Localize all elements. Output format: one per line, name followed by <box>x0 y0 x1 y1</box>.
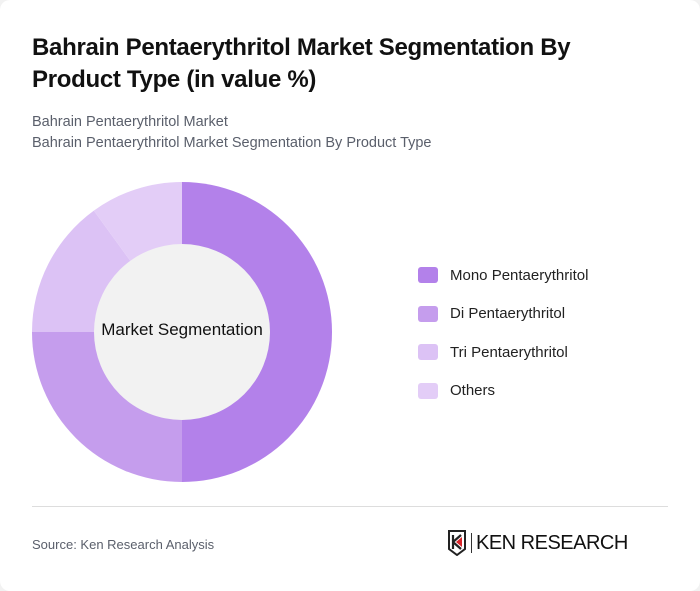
subtitle-segmentation: Bahrain Pentaerythritol Market Segmentat… <box>32 135 432 151</box>
logo-text: KEN RESEARCH <box>476 531 628 554</box>
legend-item-tri[interactable]: Tri Pentaerythritol <box>418 342 588 362</box>
legend-swatch <box>418 382 438 399</box>
ken-shield-icon <box>448 530 466 556</box>
legend-item-di[interactable]: Di Pentaerythritol <box>418 304 588 324</box>
source-note: Source: Ken Research Analysis <box>32 537 215 552</box>
footer-divider <box>32 506 668 507</box>
legend: Mono Pentaerythritol Di Pentaerythritol … <box>418 265 588 419</box>
logo-separator <box>471 533 472 553</box>
legend-swatch <box>418 344 438 360</box>
legend-label: Tri Pentaerythritol <box>450 343 568 361</box>
donut-hole <box>94 244 270 420</box>
legend-label: Di Pentaerythritol <box>450 305 566 322</box>
legend-swatch <box>418 305 438 322</box>
legend-item-others[interactable]: Others <box>418 381 588 401</box>
donut-center-label: Market Segmentation <box>101 320 263 339</box>
subtitle-market: Bahrain Pentaerythritol Market <box>32 114 228 130</box>
legend-item-mono[interactable]: Mono Pentaerythritol <box>418 265 588 285</box>
legend-label: Others <box>450 382 496 399</box>
donut-chart <box>32 182 332 482</box>
legend-label: Mono Pentaerythritol <box>450 266 589 284</box>
chart-title: Bahrain Pentaerythritol Market Segmentat… <box>32 34 571 93</box>
legend-swatch <box>418 267 438 283</box>
ken-research-logo: KEN RESEARCH <box>447 530 628 556</box>
